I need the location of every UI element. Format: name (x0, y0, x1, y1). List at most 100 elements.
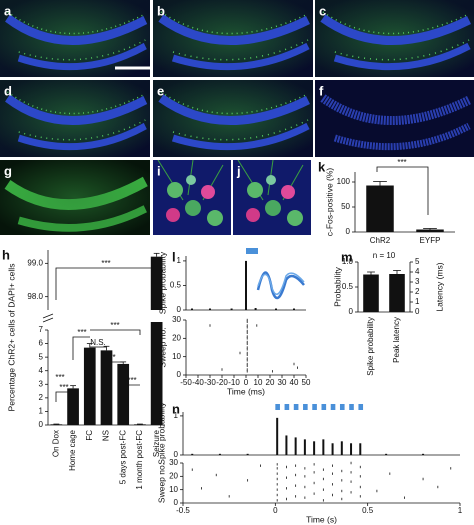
x-tick-label: Peak latency (392, 317, 401, 363)
bar (416, 229, 444, 232)
y-tick-label: 5 (39, 352, 44, 361)
x-tick-label: -0.5 (176, 506, 190, 515)
y-tick-label: 0.5 (342, 282, 354, 291)
panel-label: b (157, 3, 165, 18)
micrograph (153, 0, 313, 77)
axis-label: Time (ms) (227, 386, 265, 396)
histogram-bar (385, 453, 388, 455)
significance-bracket (72, 336, 90, 360)
x-tick-label: ChR2 (370, 236, 391, 245)
light-pulse (246, 248, 258, 254)
histogram-bar (422, 453, 425, 455)
micrograph (153, 80, 313, 157)
x-tick-label: Seizure (152, 429, 161, 457)
y-tick-label: 30 (169, 458, 178, 467)
bar (134, 424, 146, 425)
annotation: *** (110, 321, 119, 330)
y-tick-label: 0 (349, 307, 354, 316)
histogram-bar (359, 443, 362, 455)
annotation: *** (77, 328, 86, 337)
bar (363, 274, 379, 312)
panel-label: g (4, 163, 12, 178)
bar (50, 424, 63, 425)
y-tick-label: 0 (174, 498, 179, 507)
histogram-bar (313, 441, 316, 455)
histogram-bar (209, 308, 211, 310)
light-pulse (358, 404, 364, 410)
x-tick-label: On Dox (51, 430, 60, 457)
bar (83, 347, 96, 425)
y-tick-label: 1 (415, 297, 420, 306)
histogram-bar (340, 441, 343, 455)
axis-label: Sweep no. (157, 327, 167, 367)
histogram-bar (350, 443, 353, 455)
histogram-bar (275, 308, 277, 310)
annotation: *** (127, 376, 136, 385)
annotation: N.S. (90, 338, 106, 347)
histogram-bar (331, 443, 334, 455)
histogram-bar (245, 260, 247, 310)
histogram-bar (276, 417, 279, 455)
micrograph (315, 80, 474, 157)
bar (366, 185, 394, 232)
x-tick-label: Spike probability (366, 317, 375, 376)
y-tick-label: 0 (415, 307, 420, 316)
significance-bracket (90, 329, 141, 335)
histogram-bar (285, 435, 288, 455)
micrograph (233, 160, 311, 235)
x-tick-label: 40 (290, 378, 299, 387)
histogram-bar (303, 439, 306, 455)
y-tick-label: 30 (172, 315, 181, 324)
y-tick-label: 0 (174, 450, 179, 459)
y-tick-label: 0.5 (170, 281, 182, 290)
panel-label: m (341, 249, 353, 264)
significance-bracket (55, 267, 157, 300)
light-pulse (349, 404, 354, 410)
micrograph (315, 0, 474, 77)
y-tick-label: 1 (174, 411, 179, 420)
y-tick-label: 1.0 (342, 257, 354, 266)
histogram-bar (191, 308, 193, 310)
axis-label: Time (s) (306, 514, 337, 524)
x-tick-label: 5 days post-FC (118, 430, 127, 484)
y-tick-label: 98.0 (27, 292, 43, 301)
y-tick-label: 1 (177, 256, 182, 265)
y-tick-label: 0 (177, 370, 182, 379)
x-tick-label: FC (85, 430, 94, 441)
y-tick-label: 3 (415, 277, 420, 286)
x-tick-label: 0 (244, 378, 249, 387)
axis-break (42, 313, 54, 323)
waveform-inset (257, 272, 305, 296)
light-pulse (312, 404, 317, 410)
light-pulse (330, 404, 336, 410)
bar (67, 388, 79, 425)
x-tick-label: 1 month post-FC (135, 430, 144, 490)
annotation: *** (55, 373, 64, 382)
x-tick-label: -10 (228, 378, 240, 387)
panel-label: d (4, 83, 12, 98)
y-tick-label: 20 (172, 333, 181, 342)
micrograph (153, 160, 231, 235)
x-tick-label: 30 (278, 378, 287, 387)
y-tick-label: 5 (415, 257, 420, 266)
panel-label: c (319, 3, 326, 18)
y-tick-label: 10 (172, 352, 181, 361)
x-tick-label: 0.5 (362, 506, 374, 515)
panel-label: f (319, 83, 324, 98)
x-tick-label: -50 (180, 378, 192, 387)
histogram-bar (218, 453, 221, 455)
light-pulse (339, 404, 345, 410)
x-tick-label: 10 (254, 378, 263, 387)
panel-label: h (2, 247, 10, 262)
x-tick-label: 50 (302, 378, 311, 387)
light-pulse (303, 404, 308, 410)
y-tick-label: 6 (39, 339, 44, 348)
y-tick-label: 2 (39, 393, 44, 402)
x-tick-label: Home cage (68, 429, 77, 470)
panel-label: l (172, 249, 176, 264)
x-tick-label: -40 (192, 378, 204, 387)
histogram-bar (322, 439, 325, 455)
micrographs (0, 0, 474, 235)
y-tick-label: 2 (415, 287, 420, 296)
